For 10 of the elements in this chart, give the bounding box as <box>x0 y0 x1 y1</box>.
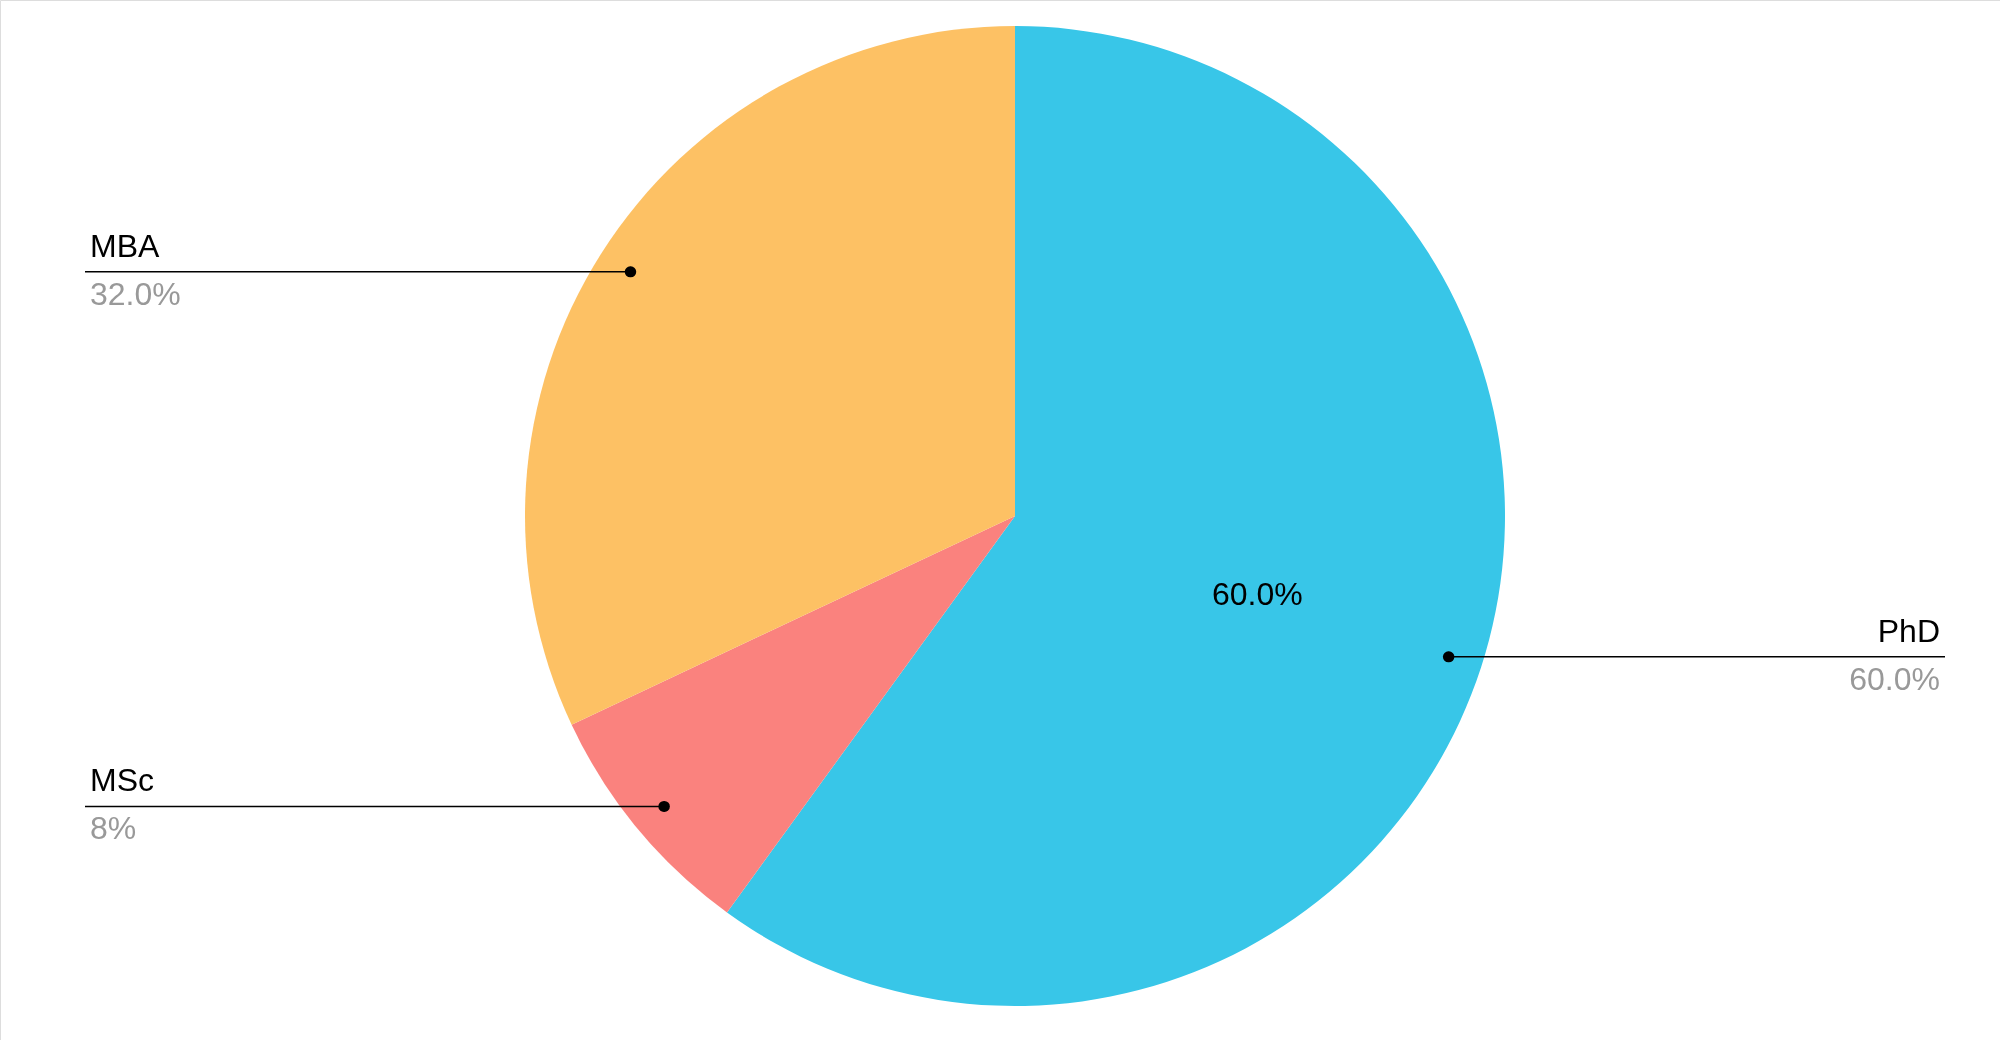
data-label: 32.0% <box>90 275 181 312</box>
data-label: 8% <box>90 810 137 847</box>
pie-slice <box>525 26 1015 725</box>
pie-slice <box>571 516 1015 913</box>
slice-label: MSc <box>90 762 154 799</box>
pie-slice <box>726 26 1505 1006</box>
slice-label: MBA <box>90 227 160 264</box>
slice-label: PhD <box>1877 612 1940 649</box>
data-label: 60.0% <box>1849 660 1940 697</box>
text: 60.0% <box>1211 575 1303 612</box>
